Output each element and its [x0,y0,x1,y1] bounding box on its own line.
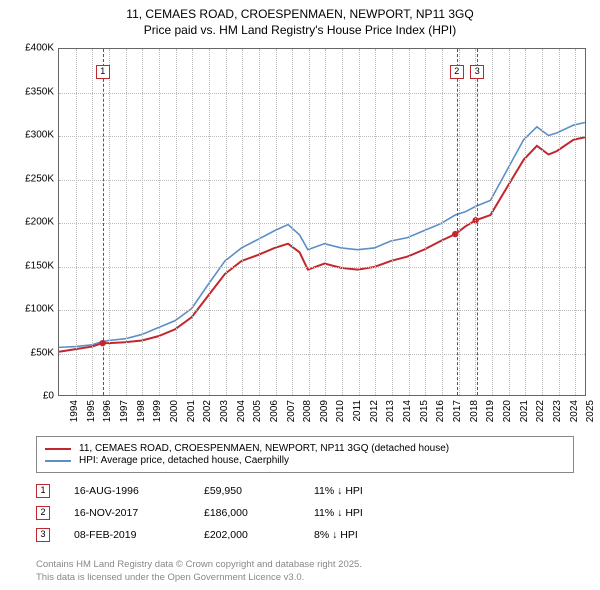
gridline-v [509,49,510,395]
gridline-v [392,49,393,395]
sale-diff: 11% ↓ HPI [314,485,424,497]
sale-marker-line [103,49,104,395]
legend-label: HPI: Average price, detached house, Caer… [79,455,289,466]
sale-marker-box: 3 [470,65,484,79]
plot-area: 1 23 [58,48,586,396]
gridline-v [542,49,543,395]
sale-row: 2 16-NOV-2017£186,00011% ↓ HPI [36,502,424,524]
sale-row: 1 16-AUG-1996£59,95011% ↓ HPI [36,480,424,502]
title-line2: Price paid vs. HM Land Registry's House … [0,22,600,38]
sale-date: 16-AUG-1996 [74,485,204,497]
gridline-v [92,49,93,395]
gridline-v [292,49,293,395]
gridline-v [525,49,526,395]
gridline-v [459,49,460,395]
sale-index: 3 [36,528,50,542]
line-svg [59,49,585,395]
sale-marker-line [477,49,478,395]
gridline-v [359,49,360,395]
legend-label: 11, CEMAES ROAD, CROESPENMAEN, NEWPORT, … [79,443,449,454]
sale-row: 3 08-FEB-2019£202,0008% ↓ HPI [36,524,424,546]
sale-index: 1 [36,484,50,498]
y-axis-label: £100K [10,304,54,315]
gridline-v [209,49,210,395]
chart-title: 11, CEMAES ROAD, CROESPENMAEN, NEWPORT, … [0,0,600,38]
sale-date: 16-NOV-2017 [74,507,204,519]
gridline-v [126,49,127,395]
y-axis-label: £0 [10,391,54,402]
sale-diff: 11% ↓ HPI [314,507,424,519]
sale-date: 08-FEB-2019 [74,529,204,541]
gridline-v [242,49,243,395]
gridline-v [76,49,77,395]
gridline-v [325,49,326,395]
gridline-v [309,49,310,395]
x-axis-label: 2025 [585,400,600,422]
gridline-v [109,49,110,395]
footer-line2: This data is licensed under the Open Gov… [36,572,362,584]
sale-price: £202,000 [204,529,314,541]
sales-table: 1 16-AUG-1996£59,95011% ↓ HPI 2 16-NOV-2017… [36,480,424,546]
y-axis-label: £50K [10,347,54,358]
gridline-v [409,49,410,395]
legend-row: HPI: Average price, detached house, Caer… [45,455,565,466]
sale-price: £186,000 [204,507,314,519]
sale-index: 2 [36,506,50,520]
gridline-h [59,223,585,224]
gridline-v [159,49,160,395]
sale-diff: 8% ↓ HPI [314,529,424,541]
gridline-h [59,310,585,311]
gridline-h [59,93,585,94]
gridline-v [142,49,143,395]
sale-marker-box: 2 [450,65,464,79]
sale-marker-line [457,49,458,395]
gridline-h [59,267,585,268]
y-axis-label: £150K [10,260,54,271]
gridline-v [192,49,193,395]
y-axis-label: £400K [10,43,54,54]
legend-swatch [45,460,71,462]
gridline-v [375,49,376,395]
gridline-v [559,49,560,395]
gridline-h [59,180,585,181]
series-hpi [59,122,585,347]
gridline-v [259,49,260,395]
legend-swatch [45,448,71,450]
chart-area: 1 23 £0 £50K £100K £150K £200K £250K £300K £350K… [10,48,590,428]
sale-price: £59,950 [204,485,314,497]
gridline-v [342,49,343,395]
y-axis-label: £300K [10,130,54,141]
gridline-h [59,136,585,137]
gridline-h [59,354,585,355]
gridline-v [575,49,576,395]
legend: 11, CEMAES ROAD, CROESPENMAEN, NEWPORT, … [36,436,574,473]
gridline-v [492,49,493,395]
gridline-v [442,49,443,395]
footer-line1: Contains HM Land Registry data © Crown c… [36,559,362,571]
y-axis-label: £250K [10,173,54,184]
gridline-v [475,49,476,395]
gridline-v [425,49,426,395]
footer-attribution: Contains HM Land Registry data © Crown c… [36,559,362,584]
legend-row: 11, CEMAES ROAD, CROESPENMAEN, NEWPORT, … [45,443,565,454]
gridline-v [276,49,277,395]
chart-container: 11, CEMAES ROAD, CROESPENMAEN, NEWPORT, … [0,0,600,590]
y-axis-label: £200K [10,217,54,228]
title-line1: 11, CEMAES ROAD, CROESPENMAEN, NEWPORT, … [0,6,600,22]
sale-marker-box: 1 [96,65,110,79]
gridline-v [226,49,227,395]
gridline-v [176,49,177,395]
y-axis-label: £350K [10,86,54,97]
